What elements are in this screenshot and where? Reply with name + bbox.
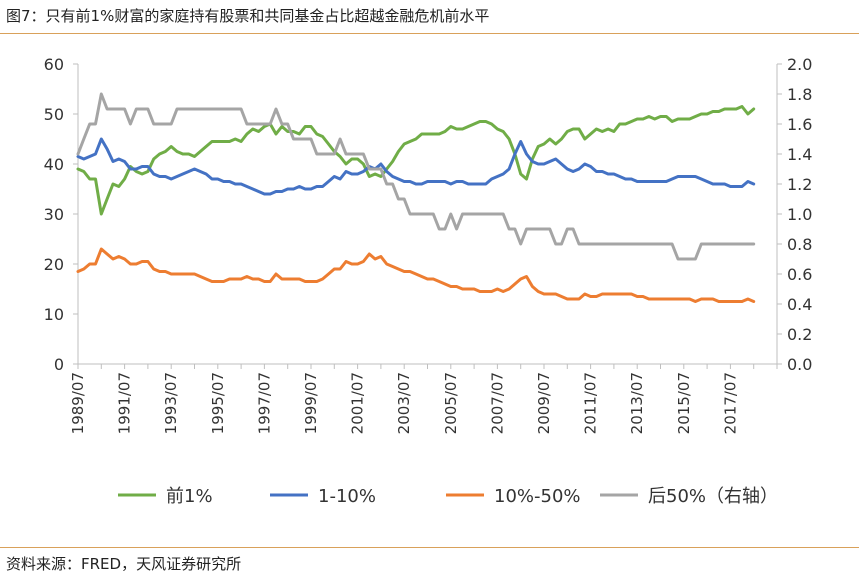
y-right-tick-label: 0.8 — [787, 235, 812, 254]
x-tick-label: 2017/07 — [721, 372, 739, 434]
x-tick-label: 1999/07 — [302, 372, 320, 434]
legend-label-2: 10%-50% — [494, 486, 581, 507]
y-right-tick-label: 1.0 — [787, 205, 812, 224]
top-divider — [0, 33, 859, 34]
x-tick-label: 2001/07 — [349, 372, 367, 434]
y-left-tick-label: 20 — [44, 255, 64, 274]
y-right-tick-label: 0.6 — [787, 265, 812, 284]
series-layer — [76, 92, 756, 303]
x-tick-label: 1993/07 — [162, 372, 180, 434]
chart-title: 图7：只有前1%财富的家庭持有股票和共同基金占比超越金融危机前水平 — [6, 7, 490, 25]
legend-label-0: 前1% — [166, 486, 213, 507]
y-left-tick-label: 10 — [44, 305, 64, 324]
x-tick-label: 2005/07 — [442, 372, 460, 434]
y-left-tick-label: 30 — [44, 205, 64, 224]
source-note: 资料来源：FRED，天风证券研究所 — [6, 555, 242, 573]
y-left-tick-label: 50 — [44, 105, 64, 124]
legend-label-3: 后50%（右轴） — [648, 486, 778, 507]
y-right-tick-label: 1.4 — [787, 145, 812, 164]
x-tick-label: 2013/07 — [628, 372, 646, 434]
x-tick-label: 1997/07 — [255, 372, 273, 434]
y-left-tick-label: 40 — [44, 155, 64, 174]
series-line-0 — [76, 105, 756, 216]
y-left-tick-label: 60 — [44, 55, 64, 74]
bottom-divider — [0, 547, 859, 548]
y-right-tick-label: 1.6 — [787, 115, 812, 134]
series-line-1 — [76, 137, 756, 196]
axes: 0 10 20 30 40 50 60 0.0 0.2 0.4 0.6 0.8 1.0 1.2 1.4 1.6… — [44, 55, 813, 434]
x-tick-label: 2009/07 — [535, 372, 553, 434]
y-right-tick-label: 1.2 — [787, 175, 812, 194]
y-left-tick-label: 0 — [54, 355, 64, 374]
x-tick-label: 1989/07 — [69, 372, 87, 434]
y-right-tick-label: 0.2 — [787, 325, 812, 344]
y-right-tick-label: 2.0 — [787, 55, 812, 74]
x-tick-label: 2007/07 — [488, 372, 506, 434]
y-right-tick-label: 0.0 — [787, 355, 812, 374]
x-tick-label: 2003/07 — [395, 372, 413, 434]
legend: 前1% 1-10% 10%-50% 后50%（右轴） — [118, 486, 778, 507]
x-tick-label: 2011/07 — [582, 372, 600, 434]
series-line-2 — [76, 247, 756, 303]
x-tick-label: 1991/07 — [116, 372, 134, 434]
x-tick-label: 2015/07 — [675, 372, 693, 434]
y-right-tick-label: 1.8 — [787, 85, 812, 104]
line-chart: 0 10 20 30 40 50 60 0.0 0.2 0.4 0.6 0.8 1.0 1.2 1.4 1.6… — [44, 55, 813, 507]
x-tick-label: 1995/07 — [209, 372, 227, 434]
legend-label-1: 1-10% — [318, 486, 376, 507]
series-line-3 — [76, 92, 756, 261]
y-right-tick-label: 0.4 — [787, 295, 812, 314]
